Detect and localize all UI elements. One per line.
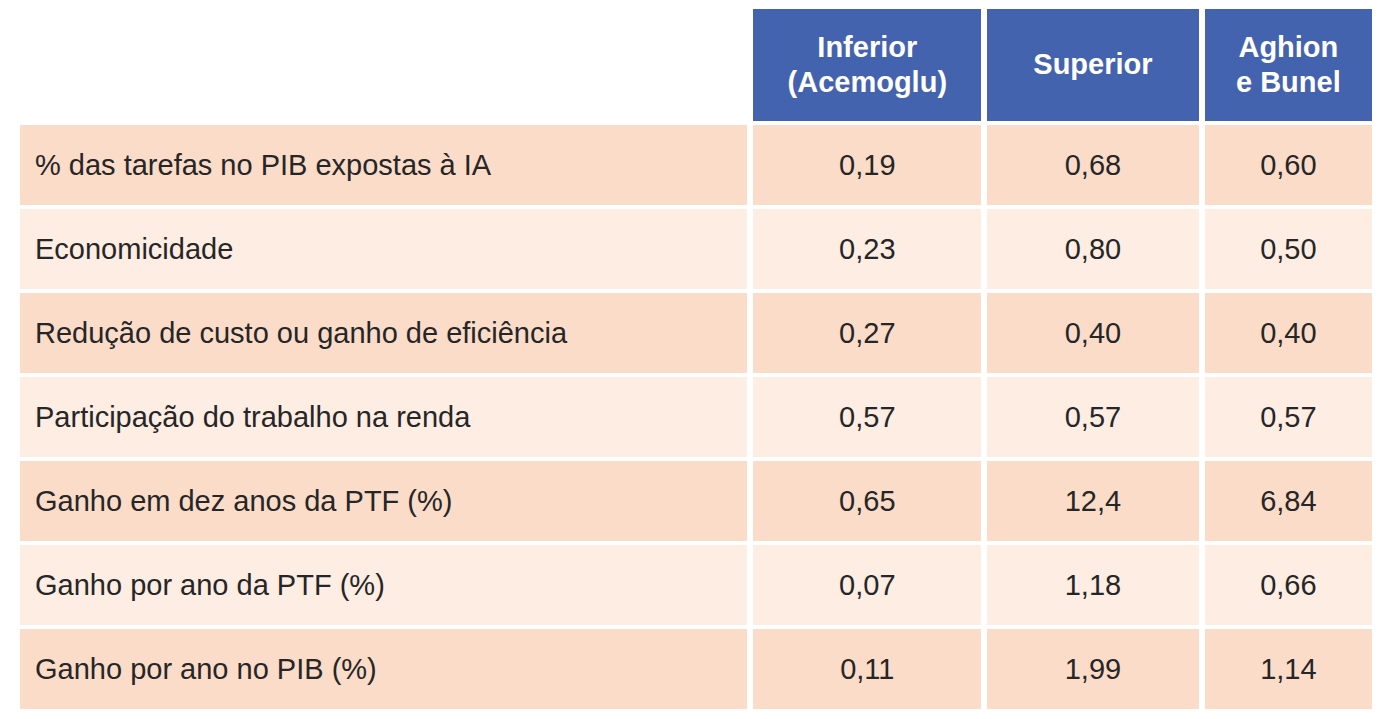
column-header-inferior-acemoglu: Inferior (Acemoglu) <box>753 9 981 121</box>
column-header-aghion-e-bunel: Aghion e Bunel <box>1205 9 1372 121</box>
cell-inferior-acemoglu: 0,65 <box>753 461 981 541</box>
row-label: % das tarefas no PIB expostas à IA <box>20 125 747 205</box>
cell-superior: 0,80 <box>987 209 1199 289</box>
cell-aghion-e-bunel: 0,60 <box>1205 125 1372 205</box>
table-body: % das tarefas no PIB expostas à IA 0,19 … <box>20 125 1372 709</box>
cell-superior: 0,40 <box>987 293 1199 373</box>
cell-aghion-e-bunel: 0,57 <box>1205 377 1372 457</box>
table-row: Economicidade 0,23 0,80 0,50 <box>20 209 1372 289</box>
ai-productivity-estimates-table: Inferior (Acemoglu) Superior Aghion e Bu… <box>14 5 1378 713</box>
cell-aghion-e-bunel: 0,40 <box>1205 293 1372 373</box>
cell-superior: 1,99 <box>987 629 1199 709</box>
cell-aghion-e-bunel: 0,66 <box>1205 545 1372 625</box>
row-label: Redução de custo ou ganho de eficiência <box>20 293 747 373</box>
estimates-table-wrap: Inferior (Acemoglu) Superior Aghion e Bu… <box>0 0 1389 713</box>
header-row: Inferior (Acemoglu) Superior Aghion e Bu… <box>20 9 1372 121</box>
cell-inferior-acemoglu: 0,19 <box>753 125 981 205</box>
cell-aghion-e-bunel: 1,14 <box>1205 629 1372 709</box>
cell-inferior-acemoglu: 0,27 <box>753 293 981 373</box>
cell-inferior-acemoglu: 0,23 <box>753 209 981 289</box>
cell-aghion-e-bunel: 0,50 <box>1205 209 1372 289</box>
table-row: Redução de custo ou ganho de eficiência … <box>20 293 1372 373</box>
cell-inferior-acemoglu: 0,11 <box>753 629 981 709</box>
cell-superior: 12,4 <box>987 461 1199 541</box>
table-row: Ganho em dez anos da PTF (%) 0,65 12,4 6… <box>20 461 1372 541</box>
table-row: Ganho por ano da PTF (%) 0,07 1,18 0,66 <box>20 545 1372 625</box>
row-label: Ganho por ano da PTF (%) <box>20 545 747 625</box>
cell-superior: 0,57 <box>987 377 1199 457</box>
table-row: % das tarefas no PIB expostas à IA 0,19 … <box>20 125 1372 205</box>
table-row: Ganho por ano no PIB (%) 0,11 1,99 1,14 <box>20 629 1372 709</box>
table-row: Participação do trabalho na renda 0,57 0… <box>20 377 1372 457</box>
cell-inferior-acemoglu: 0,57 <box>753 377 981 457</box>
cell-superior: 1,18 <box>987 545 1199 625</box>
cell-aghion-e-bunel: 6,84 <box>1205 461 1372 541</box>
row-label: Participação do trabalho na renda <box>20 377 747 457</box>
header-empty-cell <box>20 9 747 121</box>
cell-superior: 0,68 <box>987 125 1199 205</box>
row-label: Economicidade <box>20 209 747 289</box>
row-label: Ganho por ano no PIB (%) <box>20 629 747 709</box>
column-header-superior: Superior <box>987 9 1199 121</box>
row-label: Ganho em dez anos da PTF (%) <box>20 461 747 541</box>
cell-inferior-acemoglu: 0,07 <box>753 545 981 625</box>
